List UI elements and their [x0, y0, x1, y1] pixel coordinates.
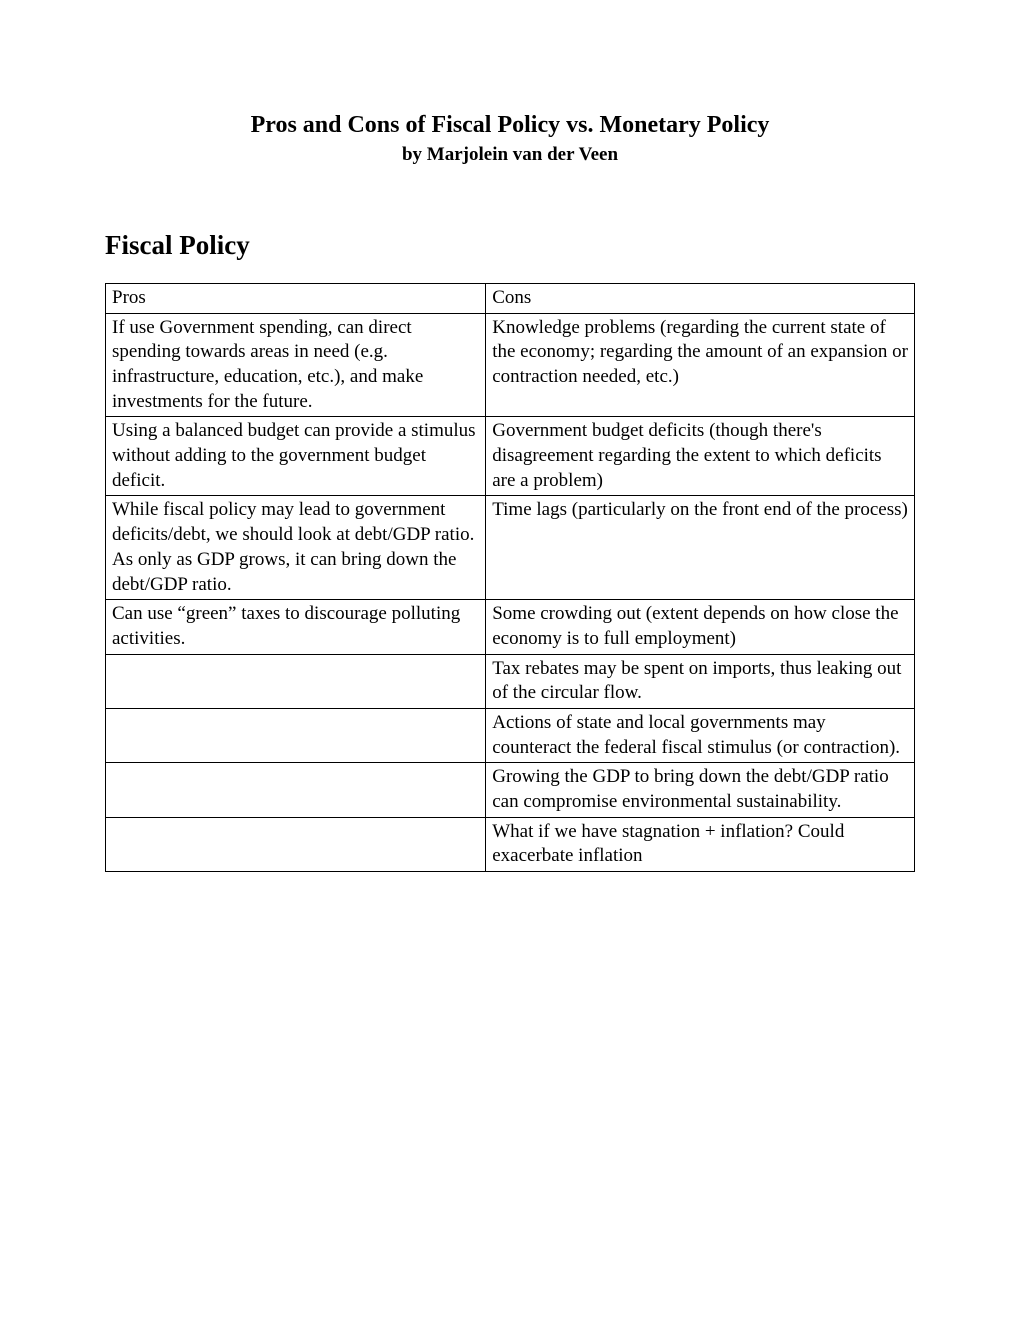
pros-cell [106, 763, 486, 817]
table-row: Tax rebates may be spent on imports, thu… [106, 654, 915, 708]
document-page: Pros and Cons of Fiscal Policy vs. Monet… [0, 0, 1020, 872]
cons-cell: Actions of state and local governments m… [486, 708, 915, 762]
table-row: If use Government spending, can direct s… [106, 313, 915, 417]
column-header-cons: Cons [486, 283, 915, 313]
pros-cell: Using a balanced budget can provide a st… [106, 417, 486, 496]
table-row: Actions of state and local governments m… [106, 708, 915, 762]
cons-cell: Growing the GDP to bring down the debt/G… [486, 763, 915, 817]
pros-cell: While fiscal policy may lead to governme… [106, 496, 486, 600]
pros-cons-table: Pros Cons If use Government spending, ca… [105, 283, 915, 872]
cons-cell: What if we have stagnation + inflation? … [486, 817, 915, 871]
cons-cell: Government budget deficits (though there… [486, 417, 915, 496]
pros-cell [106, 654, 486, 708]
pros-cell [106, 708, 486, 762]
cons-cell: Time lags (particularly on the front end… [486, 496, 915, 600]
pros-cell: Can use “green” taxes to discourage poll… [106, 600, 486, 654]
cons-cell: Tax rebates may be spent on imports, thu… [486, 654, 915, 708]
cons-cell: Some crowding out (extent depends on how… [486, 600, 915, 654]
table-row: What if we have stagnation + inflation? … [106, 817, 915, 871]
document-title: Pros and Cons of Fiscal Policy vs. Monet… [105, 110, 915, 141]
pros-cell: If use Government spending, can direct s… [106, 313, 486, 417]
document-author: by Marjolein van der Veen [105, 143, 915, 168]
table-row: Growing the GDP to bring down the debt/G… [106, 763, 915, 817]
table-header-row: Pros Cons [106, 283, 915, 313]
table-row: Can use “green” taxes to discourage poll… [106, 600, 915, 654]
column-header-pros: Pros [106, 283, 486, 313]
section-title: Fiscal Policy [105, 228, 915, 263]
table-row: While fiscal policy may lead to governme… [106, 496, 915, 600]
table-row: Using a balanced budget can provide a st… [106, 417, 915, 496]
pros-cell [106, 817, 486, 871]
cons-cell: Knowledge problems (regarding the curren… [486, 313, 915, 417]
